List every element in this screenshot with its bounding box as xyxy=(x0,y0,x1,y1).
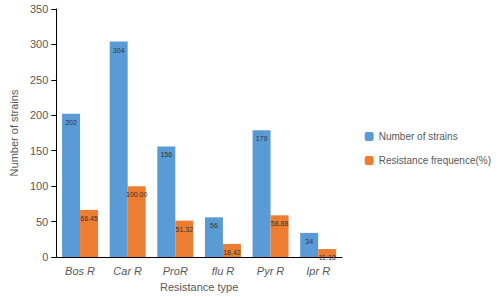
svg-text:300: 300 xyxy=(30,38,48,50)
svg-text:Resistance type: Resistance type xyxy=(160,281,238,293)
svg-text:Resistance frequence(%): Resistance frequence(%) xyxy=(379,155,491,166)
svg-text:Bos R: Bos R xyxy=(65,265,95,277)
svg-text:200: 200 xyxy=(30,109,48,121)
svg-text:Number of strains: Number of strains xyxy=(8,89,20,176)
svg-text:250: 250 xyxy=(30,74,48,86)
svg-text:100.00: 100.00 xyxy=(126,191,148,198)
svg-text:350: 350 xyxy=(30,3,48,15)
svg-text:Number of strains: Number of strains xyxy=(379,131,458,142)
svg-text:179: 179 xyxy=(256,135,268,142)
svg-text:flu R: flu R xyxy=(212,265,235,277)
svg-text:150: 150 xyxy=(30,145,48,157)
svg-text:ProR: ProR xyxy=(163,265,188,277)
svg-text:202: 202 xyxy=(65,119,77,126)
svg-text:Car R: Car R xyxy=(113,265,142,277)
svg-text:58.88: 58.88 xyxy=(271,220,289,227)
svg-text:156: 156 xyxy=(160,151,172,158)
svg-text:34: 34 xyxy=(305,238,313,245)
svg-text:11.18: 11.18 xyxy=(319,254,336,261)
svg-text:18.42: 18.42 xyxy=(223,249,241,256)
svg-text:51.32: 51.32 xyxy=(176,226,194,233)
svg-text:66.45: 66.45 xyxy=(80,215,98,222)
svg-text:0: 0 xyxy=(42,251,48,263)
svg-text:Pyr R: Pyr R xyxy=(257,265,285,277)
svg-text:Ipr R: Ipr R xyxy=(306,265,330,277)
svg-text:56: 56 xyxy=(210,222,218,229)
svg-text:50: 50 xyxy=(36,216,48,228)
svg-text:304: 304 xyxy=(113,47,125,54)
svg-text:100: 100 xyxy=(30,180,48,192)
